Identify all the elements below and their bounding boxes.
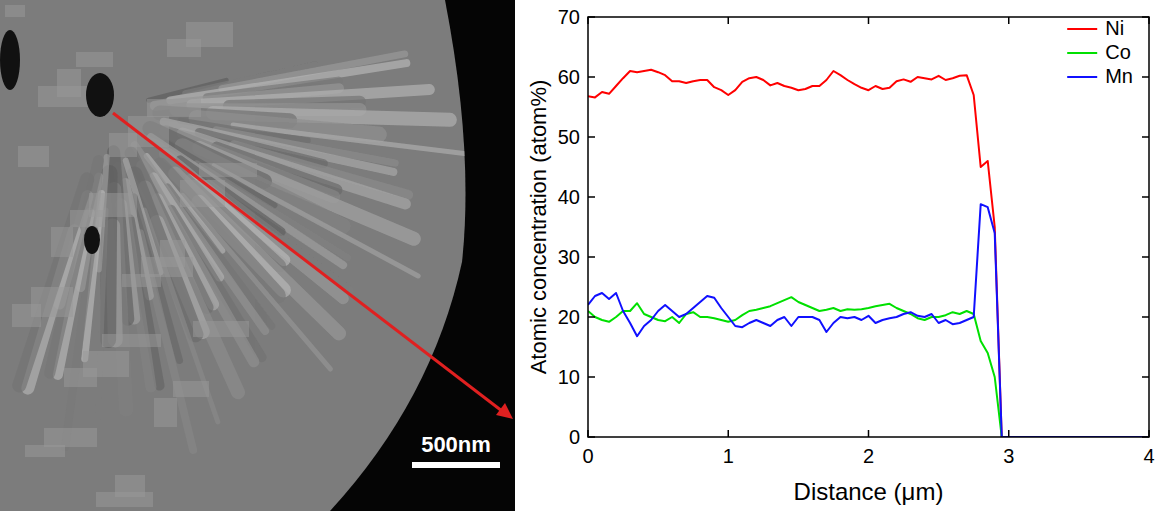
x-tick (1008, 17, 1010, 24)
y-tick (1142, 76, 1149, 78)
y-tick (588, 136, 595, 138)
legend: NiCoMn (1067, 17, 1133, 87)
y-tick-label: 0 (569, 426, 580, 448)
x-tick (587, 430, 589, 437)
grain (51, 227, 73, 257)
series-line (588, 204, 1149, 437)
y-tick-label: 40 (558, 186, 580, 208)
x-tick-label: 0 (582, 445, 593, 467)
line-scan-arrow (113, 113, 502, 411)
y-tick (1142, 16, 1149, 18)
grain (109, 133, 137, 157)
image-background (0, 0, 515, 511)
y-axis-title: Atomic concentration (atom%) (526, 80, 551, 375)
grain (64, 368, 97, 387)
grain (25, 445, 65, 457)
grain (199, 163, 257, 177)
grain (44, 428, 97, 447)
y-tick-label: 50 (558, 126, 580, 148)
y-tick-label: 70 (558, 6, 580, 28)
grain (147, 99, 201, 117)
y-tick-label: 10 (558, 366, 580, 388)
grain (102, 334, 161, 347)
legend-swatch (1067, 76, 1097, 78)
grain (154, 398, 177, 427)
y-tick (588, 436, 595, 438)
grain (76, 52, 113, 67)
x-tick (587, 17, 589, 24)
legend-label: Ni (1105, 17, 1124, 39)
y-tick (588, 76, 595, 78)
plot-lines (588, 70, 1149, 437)
x-tick (728, 17, 730, 24)
y-tick-label: 30 (558, 246, 580, 268)
y-tick (1142, 316, 1149, 318)
grain (145, 210, 218, 422)
y-tick (1142, 376, 1149, 378)
pore (0, 30, 20, 90)
x-tick (1148, 17, 1150, 24)
x-tick (868, 430, 870, 437)
x-axis-title: Distance (μm) (794, 478, 944, 505)
pore (84, 226, 100, 254)
scale-bar-label: 500nm (421, 432, 491, 457)
grain (173, 381, 209, 397)
arrow-head (496, 403, 513, 419)
x-tick (1008, 430, 1010, 437)
y-tick (1142, 436, 1149, 438)
grain (5, 5, 25, 17)
grain (167, 39, 201, 57)
grain (18, 146, 49, 167)
y-tick (588, 316, 595, 318)
y-tick-label: 20 (558, 306, 580, 328)
grain (193, 321, 249, 337)
series-line (588, 70, 1149, 437)
legend-label: Co (1105, 41, 1131, 63)
x-tick-label: 3 (1003, 445, 1014, 467)
y-tick (1142, 256, 1149, 258)
x-tick (728, 430, 730, 437)
grain (122, 274, 161, 287)
x-tick-label: 2 (863, 445, 874, 467)
pore (86, 73, 114, 117)
particle-texture (0, 5, 467, 507)
series-line (588, 297, 1149, 437)
y-tick (1142, 136, 1149, 138)
y-tick (588, 376, 595, 378)
micrograph: 500nm (0, 0, 515, 511)
y-tick (588, 256, 595, 258)
grain (12, 304, 41, 327)
y-tick (588, 196, 595, 198)
figure: 500nm01234010203040506070Distance (μm)At… (0, 0, 1158, 511)
legend-label: Mn (1105, 65, 1133, 87)
legend-swatch (1067, 28, 1097, 30)
x-tick-label: 4 (1143, 445, 1154, 467)
chart: 01234010203040506070Distance (μm)Atomic … (526, 6, 1155, 505)
y-tick (1142, 196, 1149, 198)
plot-frame (588, 17, 1149, 437)
grain (70, 210, 105, 227)
grain (96, 492, 153, 507)
x-tick (868, 17, 870, 24)
legend-swatch (1067, 52, 1097, 54)
x-tick (1148, 430, 1150, 437)
scale-bar (412, 462, 500, 468)
particle (0, 0, 466, 511)
y-tick-label: 60 (558, 66, 580, 88)
grain (38, 86, 89, 107)
x-tick-label: 1 (723, 445, 734, 467)
y-tick (588, 16, 595, 18)
